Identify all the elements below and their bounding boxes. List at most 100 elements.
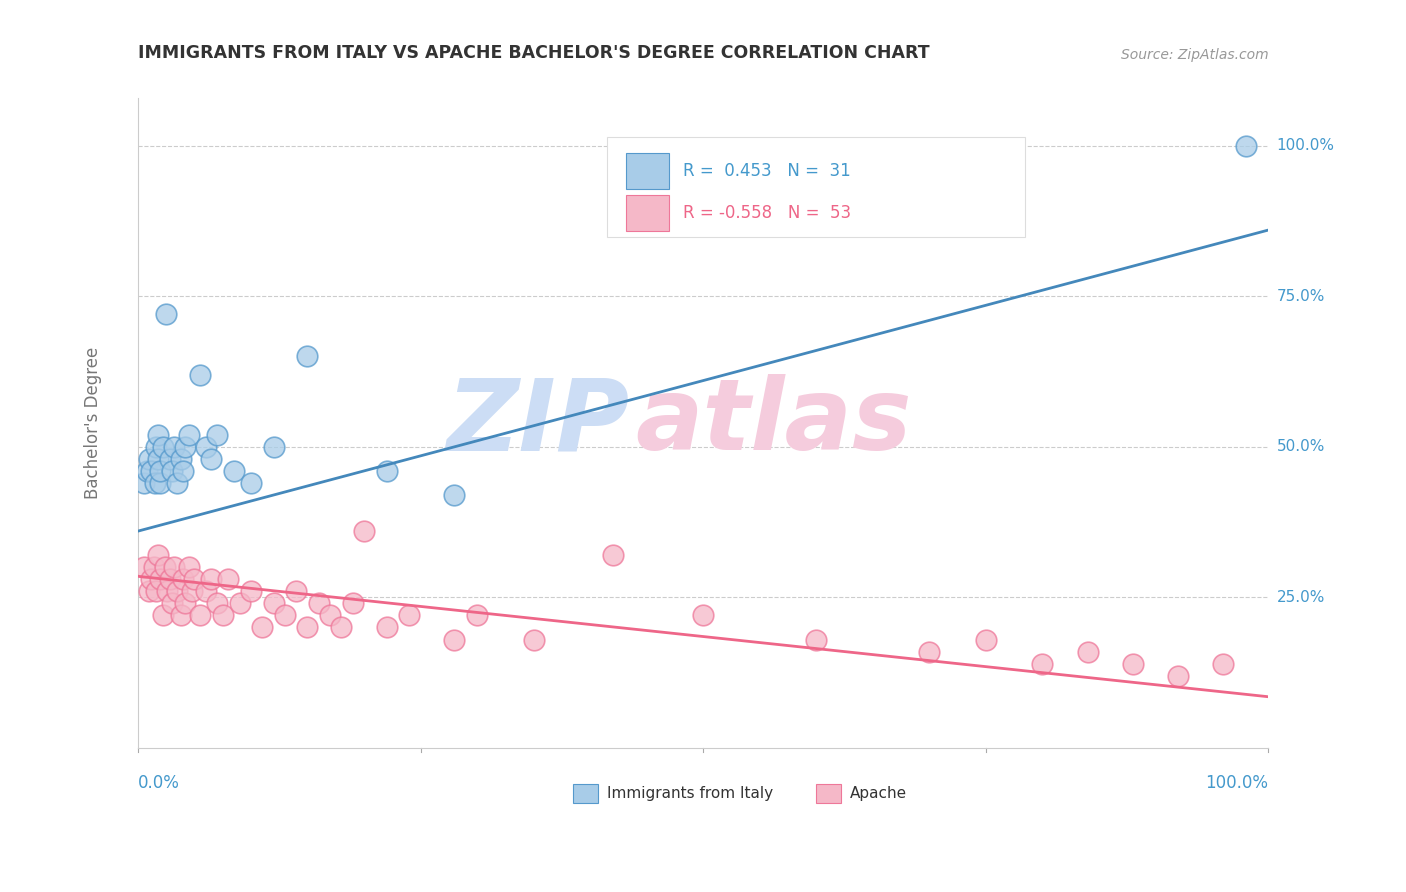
Point [297, 350, 319, 364]
Point [172, 572, 194, 586]
Point [159, 451, 181, 466]
Point [138, 451, 160, 466]
Point [149, 475, 172, 490]
Bar [817, 784, 841, 803]
Text: R =  0.453   N =  31: R = 0.453 N = 31 [683, 162, 851, 180]
Point [148, 427, 170, 442]
Point [205, 596, 228, 610]
Point [148, 548, 170, 562]
Text: Source: ZipAtlas.com: Source: ZipAtlas.com [1121, 48, 1268, 62]
Point [353, 524, 375, 538]
Point [163, 560, 186, 574]
Text: 25.0%: 25.0% [1277, 590, 1324, 605]
Text: ZIP: ZIP [447, 375, 630, 471]
Point [1076, 644, 1098, 658]
Point [217, 572, 239, 586]
Text: 100.0%: 100.0% [1205, 774, 1268, 792]
Point [692, 608, 714, 623]
Point [274, 608, 297, 623]
Point [170, 451, 193, 466]
Text: 0.0%: 0.0% [138, 774, 180, 792]
Point [918, 644, 941, 658]
Point [174, 596, 197, 610]
Text: Apache: Apache [851, 786, 907, 801]
Point [141, 464, 163, 478]
Point [156, 584, 179, 599]
Text: R = -0.558   N =  53: R = -0.558 N = 53 [683, 204, 851, 222]
Text: 75.0%: 75.0% [1277, 289, 1324, 304]
Point [1031, 657, 1053, 671]
Point [177, 560, 200, 574]
Point [153, 560, 176, 574]
Point [211, 608, 233, 623]
Point [398, 608, 420, 623]
Point [1234, 138, 1257, 153]
Point [443, 488, 465, 502]
Point [222, 464, 245, 478]
Point [159, 572, 181, 586]
Point [1122, 657, 1144, 671]
Text: 100.0%: 100.0% [1277, 138, 1334, 153]
Point [142, 560, 165, 574]
Point [136, 464, 159, 478]
Text: IMMIGRANTS FROM ITALY VS APACHE BACHELOR'S DEGREE CORRELATION CHART: IMMIGRANTS FROM ITALY VS APACHE BACHELOR… [138, 44, 929, 62]
Point [152, 608, 174, 623]
Point [443, 632, 465, 647]
Bar [626, 153, 669, 189]
Point [263, 596, 285, 610]
Point [252, 620, 274, 634]
Point [1212, 657, 1234, 671]
Point [143, 475, 166, 490]
Point [177, 427, 200, 442]
Point [145, 440, 167, 454]
Point [228, 596, 250, 610]
Point [375, 620, 398, 634]
Point [330, 620, 353, 634]
Point [149, 572, 172, 586]
Point [308, 596, 330, 610]
Point [145, 584, 167, 599]
Point [806, 632, 828, 647]
Point [160, 596, 183, 610]
Point [522, 632, 544, 647]
Point [200, 572, 222, 586]
Bar [626, 195, 669, 231]
Point [132, 475, 155, 490]
Point [141, 572, 163, 586]
Text: atlas: atlas [636, 375, 912, 471]
Point [188, 608, 211, 623]
Point [152, 440, 174, 454]
Point [183, 572, 205, 586]
Point [172, 464, 194, 478]
Point [194, 584, 217, 599]
Point [602, 548, 624, 562]
Text: Immigrants from Italy: Immigrants from Italy [607, 786, 773, 801]
Point [375, 464, 398, 478]
Point [138, 584, 160, 599]
Point [974, 632, 997, 647]
Point [181, 584, 204, 599]
Point [205, 427, 228, 442]
Bar [574, 784, 598, 803]
Point [465, 608, 488, 623]
Point [188, 368, 211, 382]
Point [239, 584, 262, 599]
Point [319, 608, 342, 623]
FancyBboxPatch shape [607, 136, 1025, 237]
Point [170, 608, 193, 623]
Point [297, 620, 319, 634]
Text: Bachelor's Degree: Bachelor's Degree [84, 347, 101, 499]
Point [166, 584, 188, 599]
Point [174, 440, 197, 454]
Point [342, 596, 364, 610]
Point [155, 307, 177, 321]
Point [239, 475, 262, 490]
Point [263, 440, 285, 454]
Point [194, 440, 217, 454]
Point [160, 464, 183, 478]
Text: 50.0%: 50.0% [1277, 440, 1324, 454]
Point [163, 440, 186, 454]
Point [149, 464, 172, 478]
Point [285, 584, 308, 599]
Point [1167, 668, 1189, 682]
